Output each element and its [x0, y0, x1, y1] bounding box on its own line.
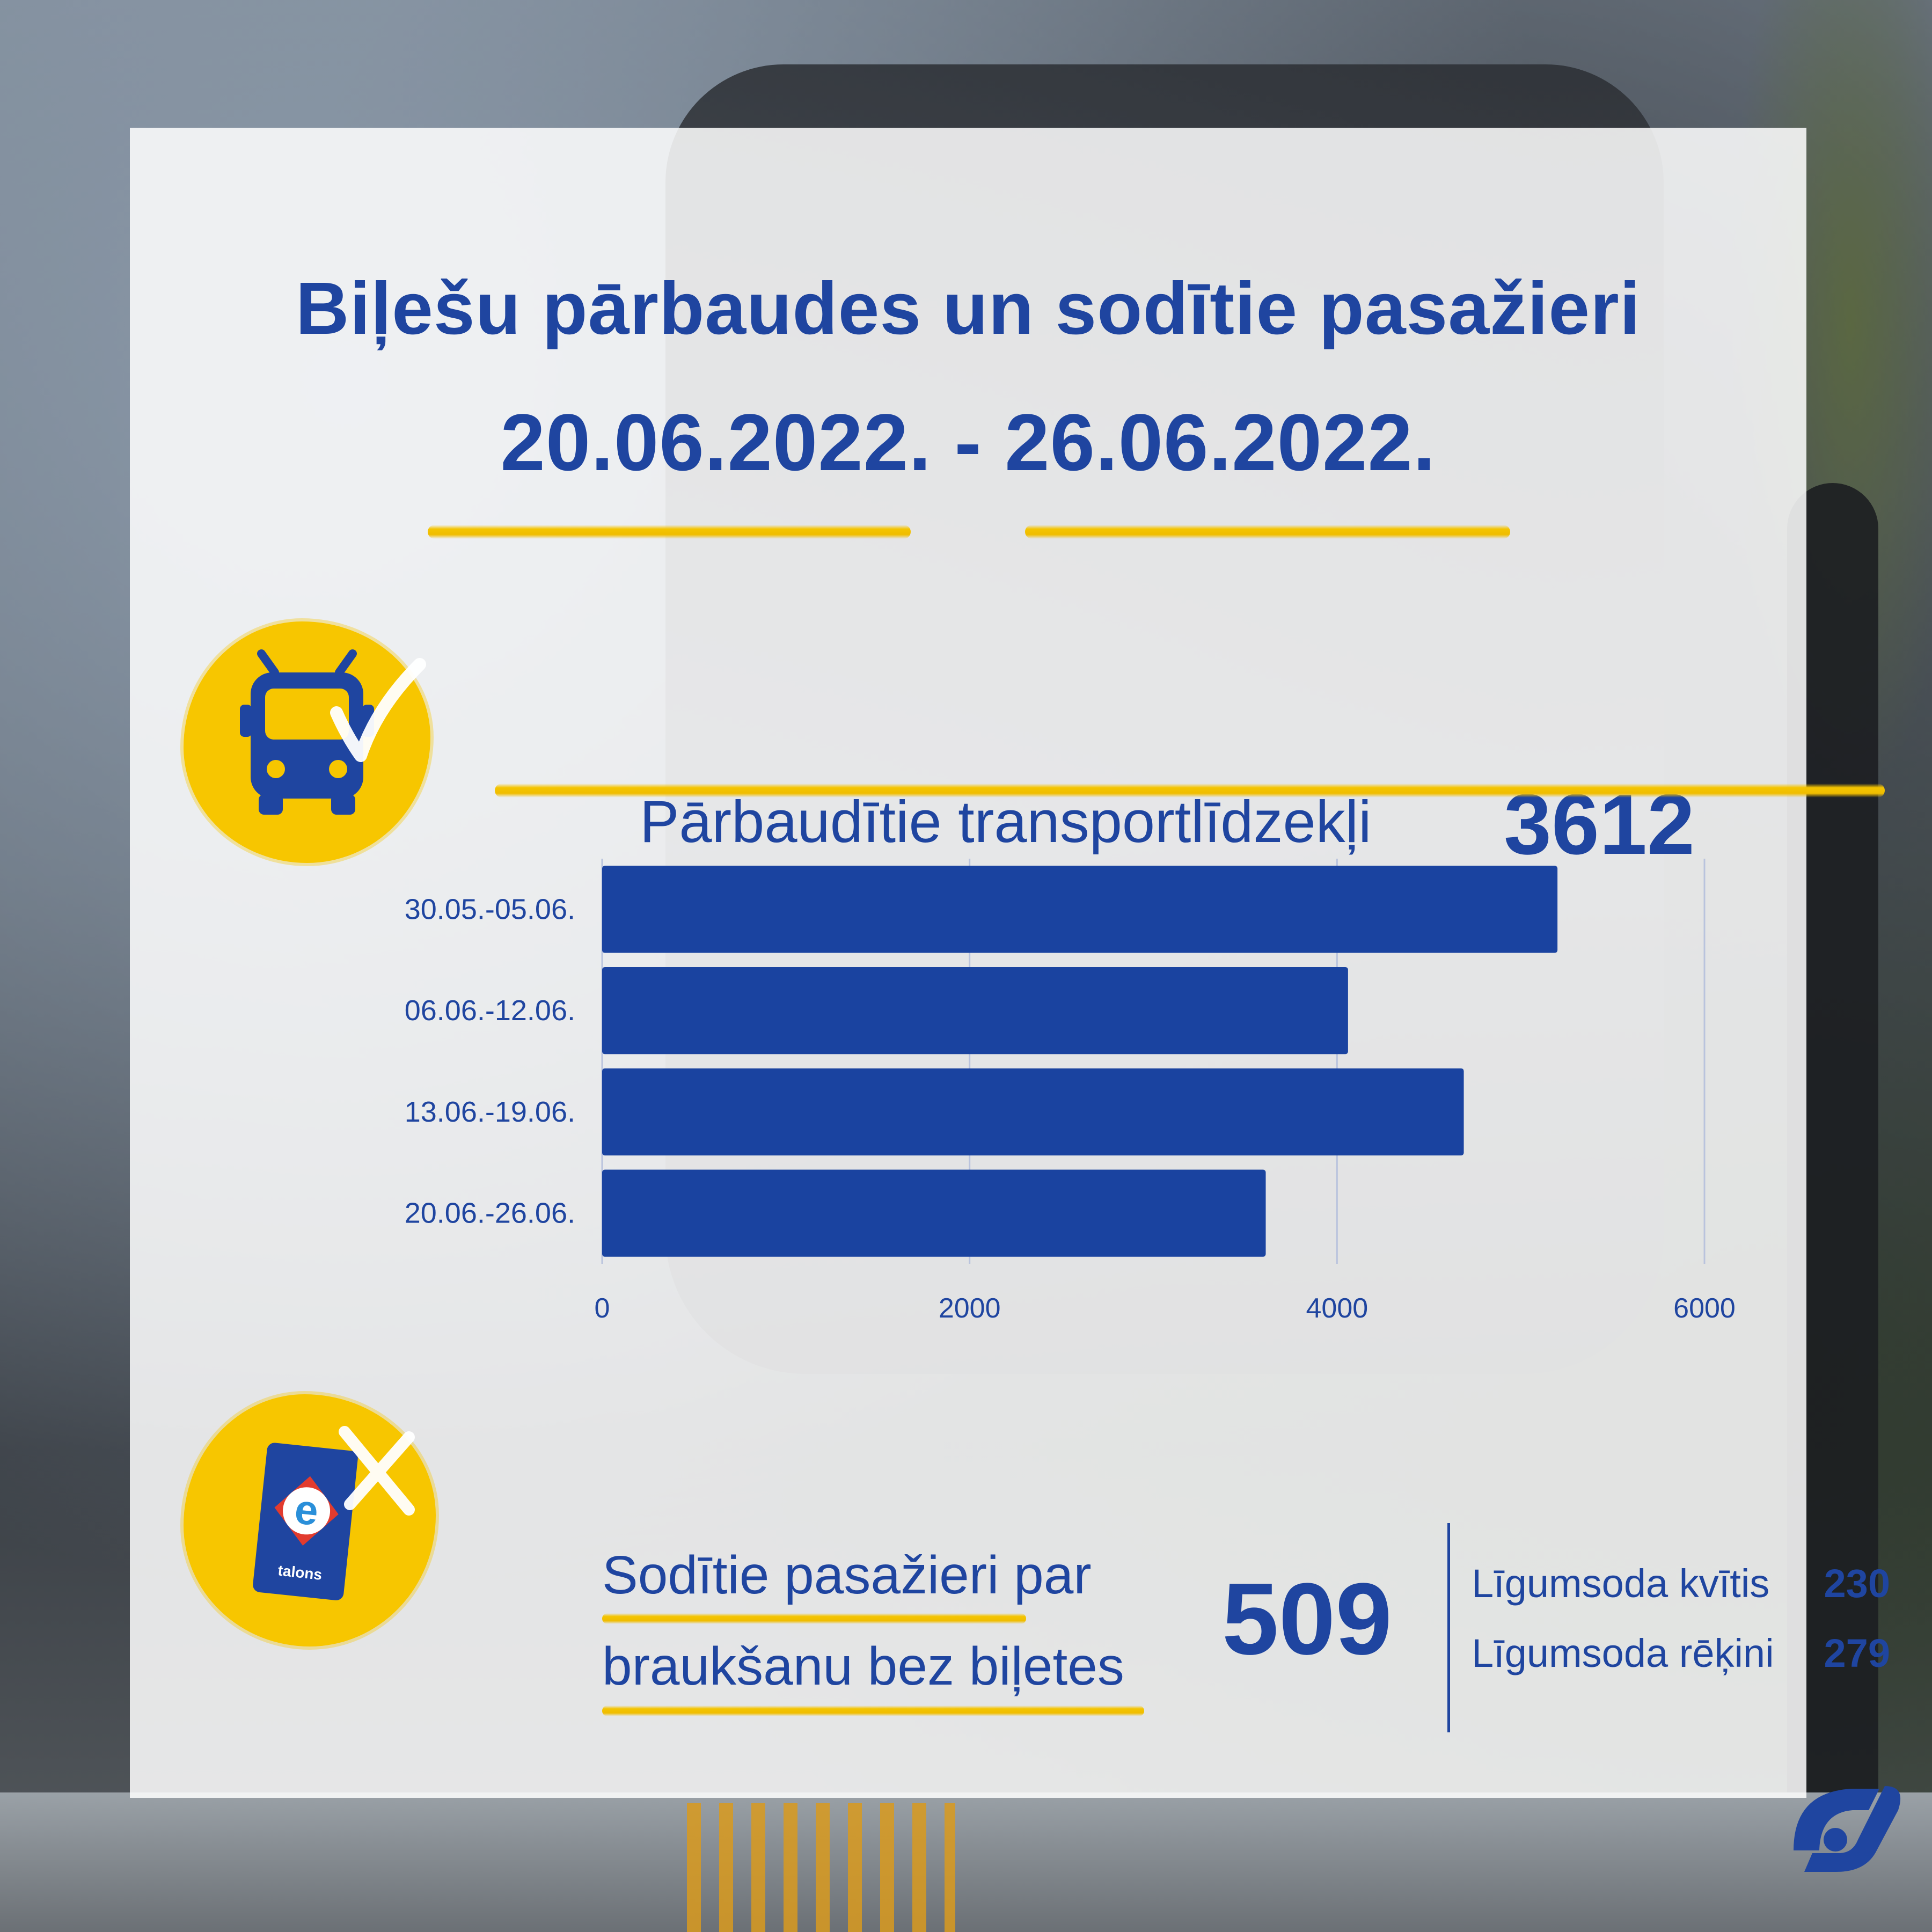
x-tick-label: 2000	[939, 1293, 1001, 1324]
x-tick-label: 4000	[1306, 1293, 1368, 1324]
date-range: 20.06.2022. - 26.06.2022.	[500, 397, 1436, 487]
checked-vehicles-chart: 30.05.-05.06. 06.06.-12.06. 13.06.-19.06. 2…	[405, 859, 1736, 1324]
page-title: Biļešu pārbaudes un sodītie pasažieri	[295, 267, 1641, 350]
card-e-letter: e	[292, 1485, 320, 1534]
checked-underline	[495, 784, 1885, 797]
x-tick-label: 6000	[1673, 1293, 1736, 1324]
fined-passengers-value: 509	[1222, 1562, 1393, 1676]
breakdown-label: Līgumsoda kvītis	[1472, 1561, 1770, 1606]
title-underline-left	[428, 525, 911, 539]
category-label: 06.06.-12.06.	[405, 994, 575, 1027]
fined-passengers-label-line2: braukšanu bez biļetes	[602, 1636, 1124, 1696]
x-tick-label: 0	[595, 1293, 610, 1324]
chart-category-labels: 30.05.-05.06. 06.06.-12.06. 13.06.-19.06. 2…	[405, 893, 575, 1229]
breakdown-row-invoices: Līgumsoda rēķini 279	[1472, 1630, 1890, 1676]
breakdown-divider	[1447, 1523, 1450, 1732]
breakdown-value: 279	[1824, 1631, 1890, 1675]
chart-tick-labels: 0 2000 4000 6000	[595, 1293, 1736, 1324]
title-underline-right	[1025, 525, 1510, 539]
checked-vehicles-label: Pārbaudītie transportlīdzekļi	[640, 789, 1372, 855]
infographic-card: Biļešu pārbaudes un sodītie pasažieri 20…	[130, 128, 1901, 1872]
bar-1	[602, 967, 1348, 1055]
bar-3	[602, 1169, 1266, 1257]
category-label: 20.06.-26.06.	[405, 1197, 575, 1230]
fined-underline-2	[602, 1706, 1144, 1716]
company-logo	[1794, 1786, 1901, 1872]
bus-check-icon	[184, 621, 430, 863]
breakdown-row-receipts: Līgumsoda kvītis 230	[1472, 1561, 1890, 1606]
e-talons-card-cross-icon: e talons	[184, 1394, 436, 1646]
breakdown-value: 230	[1824, 1561, 1890, 1606]
breakdown-label: Līgumsoda rēķini	[1472, 1631, 1774, 1675]
background-scaffold	[687, 1803, 955, 1932]
fined-underline-1	[602, 1613, 1026, 1624]
bar-2	[602, 1068, 1464, 1156]
category-label: 30.05.-05.06.	[405, 893, 575, 925]
chart-bars	[602, 866, 1558, 1257]
category-label: 13.06.-19.06.	[405, 1096, 575, 1128]
bar-0	[602, 866, 1558, 953]
background-street	[0, 1792, 1932, 1932]
fined-passengers-label-line1: Sodītie pasažieri par	[602, 1545, 1092, 1605]
